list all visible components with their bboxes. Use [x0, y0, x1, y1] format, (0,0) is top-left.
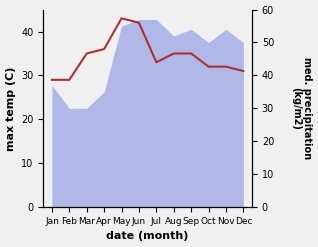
Y-axis label: max temp (C): max temp (C) — [5, 66, 16, 151]
Y-axis label: med. precipitation
(kg/m2): med. precipitation (kg/m2) — [291, 57, 313, 159]
X-axis label: date (month): date (month) — [107, 231, 189, 242]
